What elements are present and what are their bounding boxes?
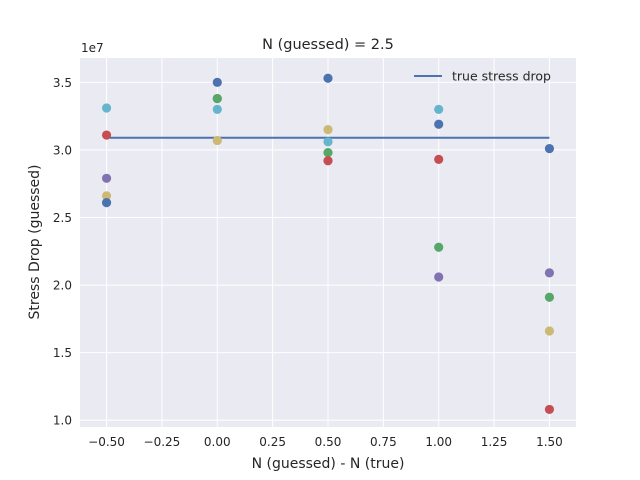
x-tick-label: −0.25 xyxy=(144,435,181,449)
grid xyxy=(80,58,576,427)
x-tick-label: 0.50 xyxy=(315,435,342,449)
scatter-point xyxy=(212,104,222,114)
y-tick-label: 2.0 xyxy=(53,279,72,293)
scatter-point xyxy=(212,77,222,87)
x-tick-label: 0.75 xyxy=(370,435,397,449)
scatter-point xyxy=(101,103,112,113)
y-axis-label: Stress Drop (guessed) xyxy=(27,165,43,320)
y-tick-label: 2.5 xyxy=(53,211,72,225)
scatter-point xyxy=(544,143,555,154)
scatter-point xyxy=(434,104,444,114)
scatter-points xyxy=(101,73,555,415)
x-tick-label: −0.50 xyxy=(88,435,125,449)
scatter-point xyxy=(323,148,333,158)
x-tick-label: 1.00 xyxy=(425,435,452,449)
scatter-point xyxy=(434,119,444,129)
y-tick-label: 3.0 xyxy=(53,143,72,157)
scatter-point xyxy=(434,242,444,252)
x-tick-label: 1.25 xyxy=(481,435,508,449)
x-tick-label: 0.00 xyxy=(204,435,231,449)
scatter-point xyxy=(212,93,222,104)
scatter-point xyxy=(544,326,555,336)
legend: true stress drop xyxy=(414,69,551,84)
scatter-point xyxy=(101,191,112,201)
chart-title: N (guessed) = 2.5 xyxy=(262,37,394,53)
y-tick-label: 3.5 xyxy=(53,76,72,90)
x-tick-label: 0.25 xyxy=(259,435,286,449)
y-tick-label: 1.0 xyxy=(53,414,72,428)
scatter-point xyxy=(323,125,333,135)
scatter-point xyxy=(323,137,333,147)
y-axis-ticks: 1.0 1.5 2.0 2.5 3.0 3.5 xyxy=(53,76,72,428)
y-axis-exponent: 1e7 xyxy=(81,41,104,55)
scatter-point xyxy=(434,272,444,282)
scatter-point xyxy=(101,198,112,208)
legend-label-true-stress-drop: true stress drop xyxy=(452,69,551,84)
scatter-point xyxy=(544,268,555,278)
scatter-point xyxy=(212,135,222,146)
scatter-point xyxy=(323,73,333,83)
x-axis-label: N (guessed) - N (true) xyxy=(252,456,405,472)
x-axis-ticks: −0.50 −0.25 0.00 0.25 0.50 0.75 1.00 1.25 1.50 xyxy=(88,435,563,449)
scatter-point xyxy=(101,130,112,140)
scatter-point xyxy=(323,156,333,166)
scatter-point xyxy=(544,292,555,302)
x-tick-label: 1.50 xyxy=(536,435,563,449)
scatter-point xyxy=(544,404,555,415)
scatter-point xyxy=(434,154,444,164)
scatter-point xyxy=(101,173,112,183)
y-tick-label: 1.5 xyxy=(53,346,72,360)
